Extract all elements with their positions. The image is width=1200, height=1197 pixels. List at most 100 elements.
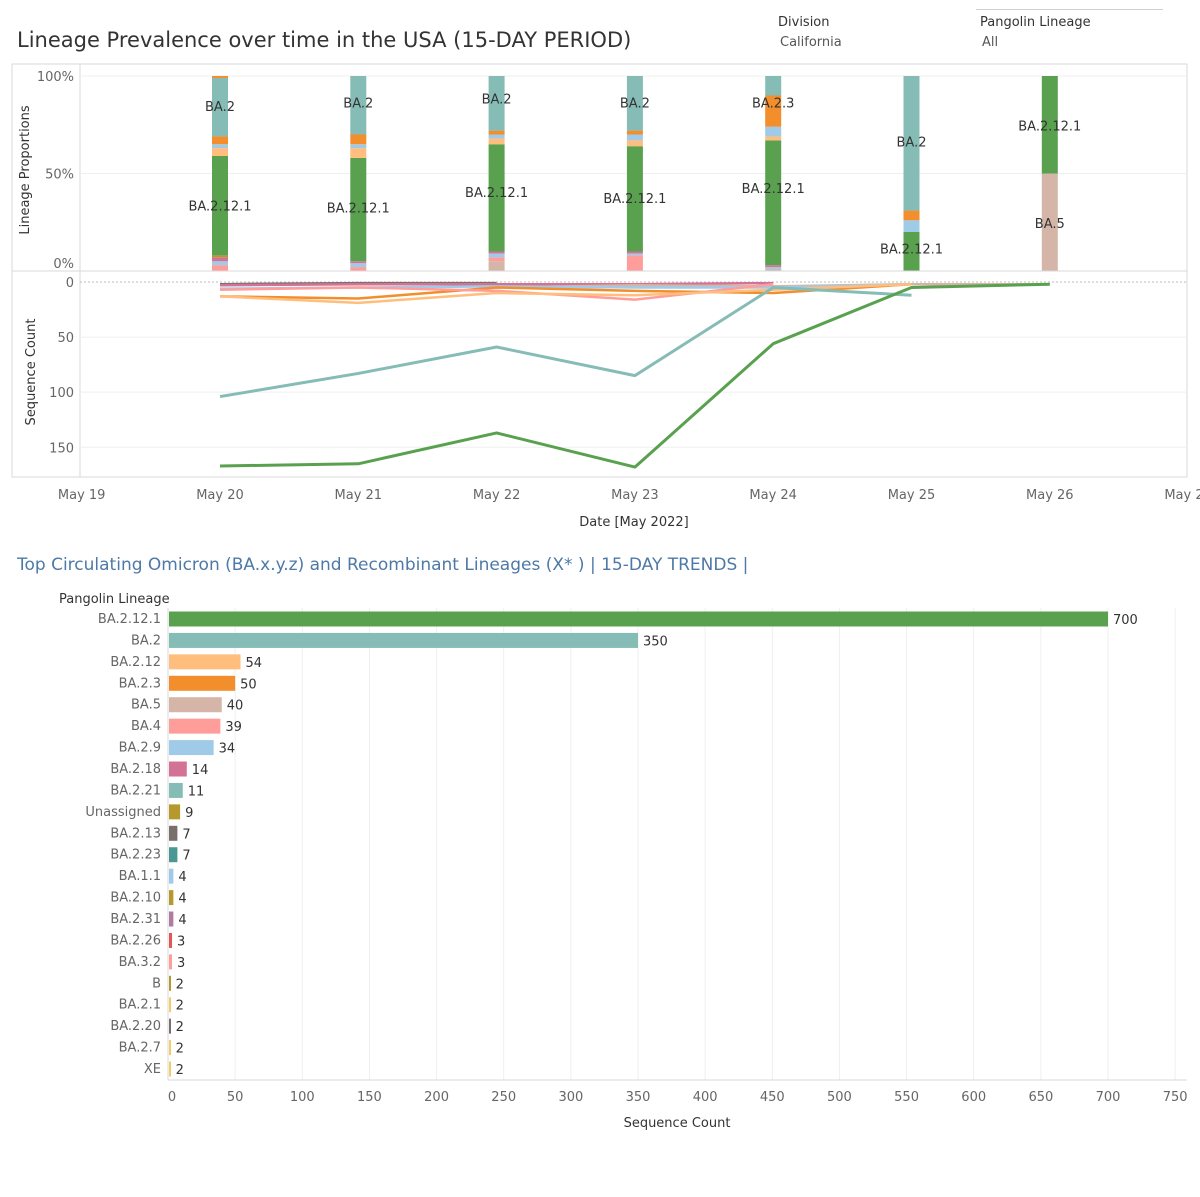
hbar-category-label: BA.2.31 bbox=[110, 912, 161, 927]
proportion-segment[interactable] bbox=[350, 267, 367, 271]
proportion-segment[interactable] bbox=[350, 263, 367, 268]
proportion-segment[interactable] bbox=[350, 148, 367, 158]
proportion-segment[interactable] bbox=[765, 269, 782, 271]
hbar-category-label: BA.2.13 bbox=[110, 826, 161, 841]
proportion-segment[interactable] bbox=[626, 253, 643, 256]
proportion-segment[interactable] bbox=[488, 257, 505, 262]
proportion-segment[interactable] bbox=[903, 76, 920, 211]
proportion-segment[interactable] bbox=[212, 257, 228, 262]
division-filter-value[interactable]: California bbox=[780, 35, 842, 50]
hbar-bar[interactable] bbox=[169, 997, 171, 1013]
proportion-segment[interactable] bbox=[1041, 76, 1058, 174]
proportion-segment[interactable] bbox=[488, 261, 505, 271]
sequence-line[interactable] bbox=[219, 282, 912, 300]
hbar-bar[interactable] bbox=[169, 1018, 171, 1034]
proportion-segment[interactable] bbox=[626, 130, 643, 135]
proportion-segment[interactable] bbox=[212, 255, 228, 258]
proportion-segment[interactable] bbox=[626, 134, 643, 141]
proportion-segment[interactable] bbox=[626, 251, 643, 254]
hbar-bar[interactable] bbox=[169, 611, 1108, 627]
proportion-segment[interactable] bbox=[903, 210, 920, 221]
lineage-filter[interactable]: Pangolin Lineage All bbox=[980, 15, 1091, 50]
hbar-x-tick: 50 bbox=[227, 1090, 244, 1105]
hbar-category-label: BA.2.7 bbox=[119, 1041, 161, 1056]
proportion-segment[interactable] bbox=[626, 140, 643, 147]
hbar-bar[interactable] bbox=[169, 890, 174, 906]
proportion-segment[interactable] bbox=[765, 136, 782, 141]
proportion-segment[interactable] bbox=[212, 148, 228, 156]
proportion-segment[interactable] bbox=[350, 76, 367, 135]
hbar-bar[interactable] bbox=[169, 782, 183, 798]
proportion-segment[interactable] bbox=[626, 146, 643, 252]
proportion-segment[interactable] bbox=[626, 76, 643, 131]
hbar-bar[interactable] bbox=[169, 1040, 171, 1056]
proportion-bar-label: BA.2 bbox=[482, 92, 512, 107]
hbar-bar[interactable] bbox=[169, 804, 181, 820]
proportion-segment[interactable] bbox=[350, 144, 367, 149]
hbar-x-tick: 500 bbox=[827, 1090, 852, 1105]
proportion-segment[interactable] bbox=[212, 77, 228, 137]
hbar-bar[interactable] bbox=[169, 718, 221, 734]
hbar-value-label: 700 bbox=[1113, 613, 1138, 628]
proportion-segment[interactable] bbox=[350, 261, 367, 264]
hbar-value-label: 350 bbox=[643, 634, 668, 649]
proportion-segment[interactable] bbox=[765, 126, 782, 137]
hbar-bar[interactable] bbox=[169, 847, 178, 863]
hbar-bar[interactable] bbox=[169, 675, 236, 691]
hbar-value-label: 4 bbox=[178, 892, 186, 907]
proportion-segment[interactable] bbox=[488, 251, 505, 254]
proportion-segment[interactable] bbox=[765, 76, 782, 96]
proportion-y-tick: 100% bbox=[37, 70, 74, 85]
proportion-segment[interactable] bbox=[1041, 173, 1058, 272]
hbar-value-label: 7 bbox=[182, 827, 190, 842]
proportion-segment[interactable] bbox=[350, 157, 367, 262]
hbar-bar[interactable] bbox=[169, 911, 174, 927]
hbar-bar[interactable] bbox=[169, 1061, 171, 1077]
hbar-bar[interactable] bbox=[169, 954, 173, 970]
hbar-value-label: 54 bbox=[246, 656, 263, 671]
hbar-bar[interactable] bbox=[169, 975, 171, 991]
hbar-bar[interactable] bbox=[169, 697, 222, 713]
proportion-segment[interactable] bbox=[765, 265, 782, 268]
hbar-category-label: BA.2 bbox=[131, 633, 161, 648]
date-x-tick: May 20 bbox=[196, 488, 244, 503]
proportion-segment[interactable] bbox=[212, 136, 228, 145]
hbar-bar[interactable] bbox=[169, 932, 173, 948]
proportion-segment[interactable] bbox=[765, 267, 782, 270]
date-x-title: Date [May 2022] bbox=[579, 515, 688, 530]
proportion-segment[interactable] bbox=[903, 220, 920, 232]
proportion-segment[interactable] bbox=[212, 144, 228, 149]
proportion-segment[interactable] bbox=[212, 155, 228, 256]
hbar-x-tick: 700 bbox=[1096, 1090, 1121, 1105]
proportion-segment[interactable] bbox=[212, 265, 228, 271]
proportion-segment[interactable] bbox=[488, 130, 505, 135]
hbar-bar[interactable] bbox=[169, 868, 174, 884]
hbar-category-label: B bbox=[152, 976, 161, 991]
hbar-value-label: 4 bbox=[178, 870, 186, 885]
hbar-category-label: BA.2.20 bbox=[110, 1019, 161, 1034]
proportion-segment[interactable] bbox=[212, 261, 228, 266]
proportion-segment[interactable] bbox=[488, 138, 505, 145]
sequence-line[interactable] bbox=[219, 286, 912, 399]
hbar-value-label: 39 bbox=[225, 720, 242, 735]
proportion-segment[interactable] bbox=[212, 76, 228, 78]
proportion-bar-label: BA.2 bbox=[897, 135, 927, 150]
lineage-filter-value[interactable]: All bbox=[982, 35, 999, 50]
sequence-line[interactable] bbox=[219, 281, 774, 287]
proportion-segment[interactable] bbox=[488, 76, 505, 131]
proportion-segment[interactable] bbox=[488, 144, 505, 252]
hbar-bar[interactable] bbox=[169, 654, 241, 670]
hbar-bar[interactable] bbox=[169, 825, 178, 841]
proportion-segment[interactable] bbox=[765, 140, 782, 266]
hbar-bar[interactable] bbox=[169, 740, 214, 756]
proportion-segment[interactable] bbox=[626, 255, 643, 271]
hbar-bar[interactable] bbox=[169, 632, 638, 648]
proportion-segment[interactable] bbox=[765, 95, 782, 127]
proportion-segment[interactable] bbox=[903, 232, 920, 271]
proportion-segment[interactable] bbox=[488, 134, 505, 139]
proportion-segment[interactable] bbox=[488, 253, 505, 258]
division-filter[interactable]: Division California bbox=[778, 15, 842, 50]
hbar-bar[interactable] bbox=[169, 761, 187, 777]
sequence-line[interactable] bbox=[219, 282, 1050, 469]
proportion-segment[interactable] bbox=[350, 134, 367, 145]
